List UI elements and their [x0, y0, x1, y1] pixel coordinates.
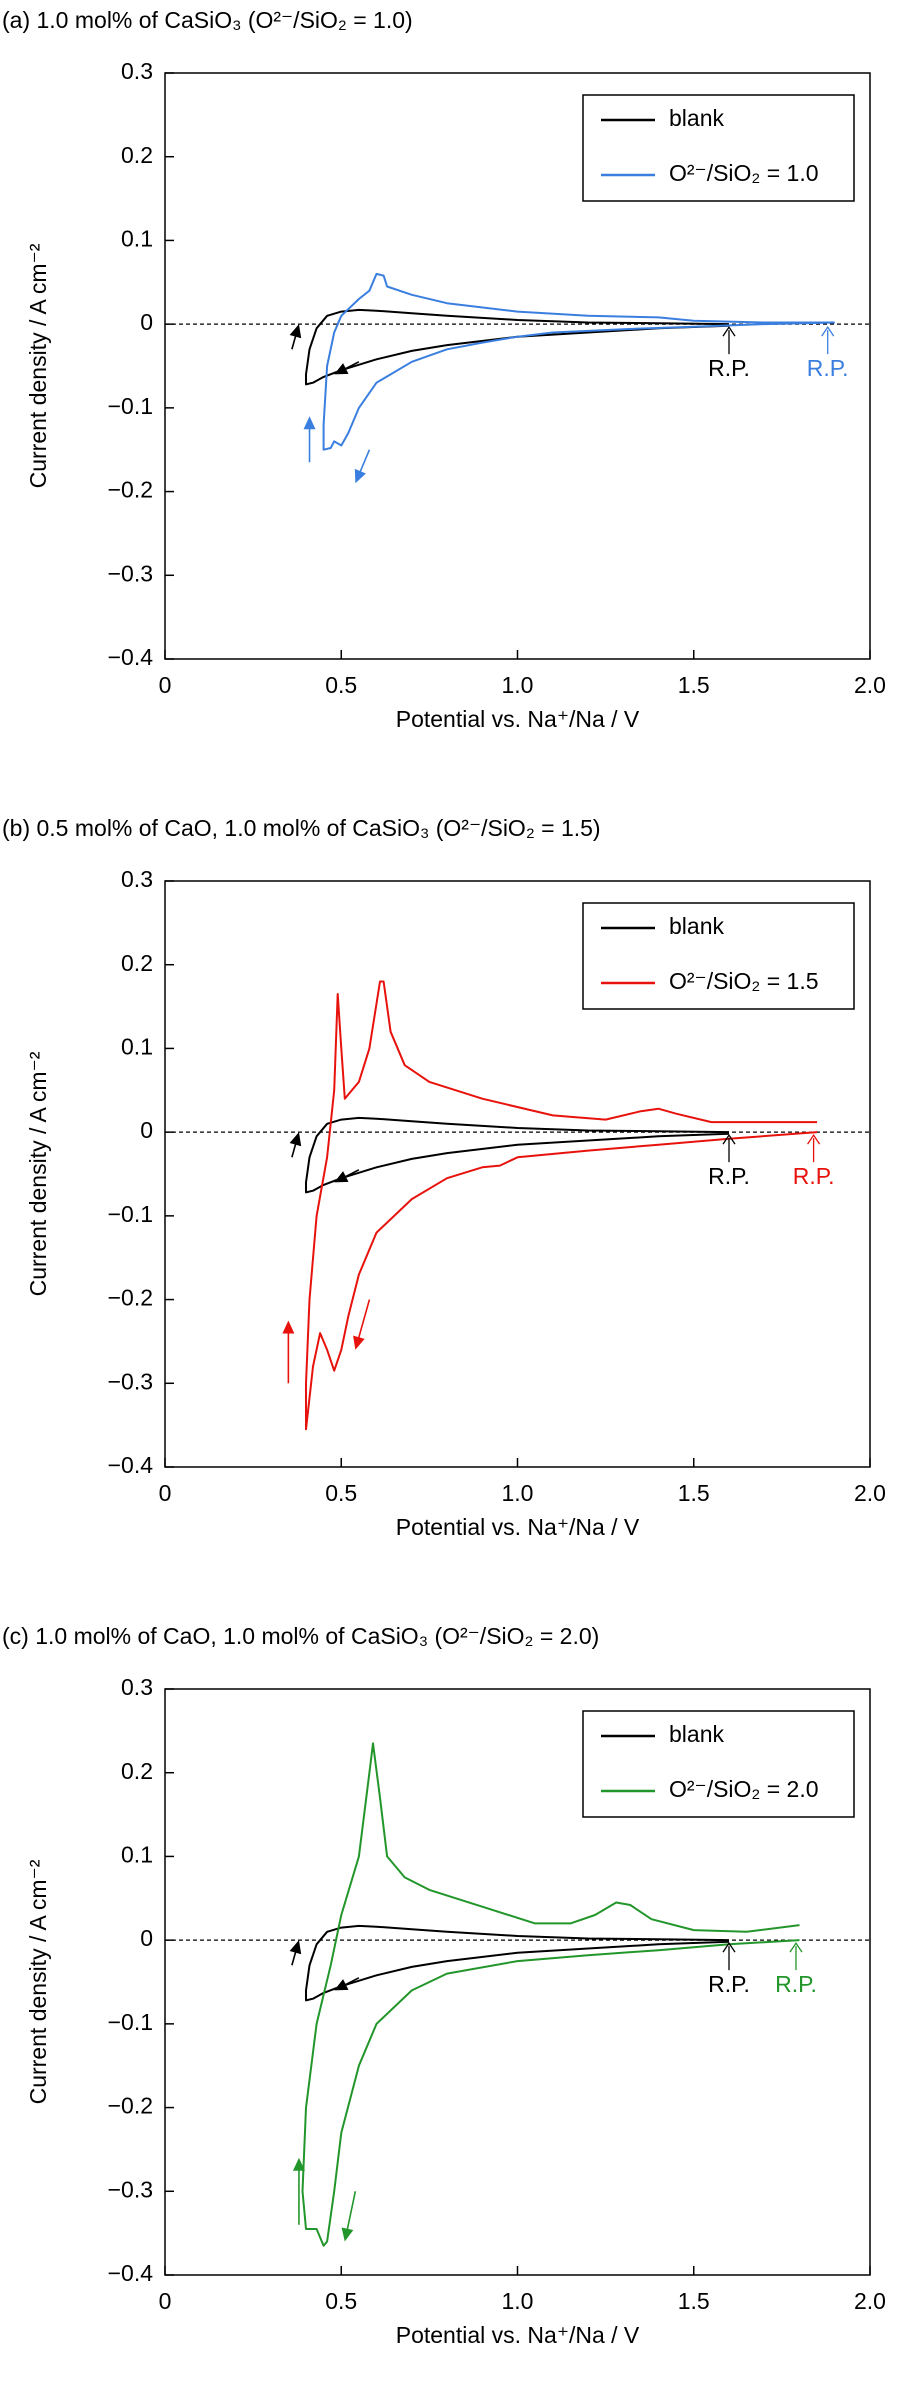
y-tick-label: −0.2: [108, 477, 153, 503]
panel: (c) 1.0 mol% of CaO, 1.0 mol% of CaSiO₃ …: [2, 1623, 886, 2348]
data-line: [305, 1924, 730, 2002]
y-tick-label: 0.2: [121, 950, 153, 976]
arrow-head: [289, 1132, 302, 1147]
y-tick-label: −0.4: [108, 2260, 154, 2286]
y-tick-label: 0.1: [121, 1034, 153, 1060]
x-tick-label: 0.5: [325, 672, 357, 698]
arrow-head: [334, 1171, 349, 1183]
legend-box: [582, 94, 855, 202]
y-tick-label: 0.1: [121, 226, 153, 252]
y-tick-label: 0.2: [121, 142, 153, 168]
legend-label: blank: [669, 1721, 724, 1747]
x-tick-label: 0: [159, 1480, 172, 1506]
x-tick-label: 1.5: [678, 1480, 710, 1506]
x-axis-label: Potential vs. Na⁺/Na / V: [396, 2322, 640, 2348]
x-tick-label: 2.0: [854, 1480, 886, 1506]
data-line: [305, 980, 818, 1431]
legend-label: blank: [669, 913, 724, 939]
arrow-head: [292, 2157, 305, 2171]
y-tick-label: 0.3: [121, 58, 153, 84]
x-tick-label: 2.0: [854, 2288, 886, 2314]
y-tick-label: 0: [140, 309, 153, 335]
x-tick-label: 1.5: [678, 2288, 710, 2314]
y-tick-label: 0.1: [121, 1842, 153, 1868]
data-line: [305, 1116, 730, 1194]
y-axis-label: Current density / A cm⁻²: [25, 1859, 51, 2104]
x-axis-label: Potential vs. Na⁺/Na / V: [396, 706, 640, 732]
data-line: [322, 272, 835, 451]
arrow-head: [289, 324, 302, 339]
x-tick-label: 0: [159, 672, 172, 698]
arrow-head: [341, 2227, 354, 2242]
x-tick-label: 0: [159, 2288, 172, 2314]
arrow-head: [334, 1979, 349, 1991]
legend-label: O²⁻/SiO₂ = 1.5: [669, 968, 819, 994]
y-axis-label: Current density / A cm⁻²: [25, 1051, 51, 1296]
y-tick-label: −0.4: [108, 1452, 154, 1478]
y-tick-label: −0.3: [108, 560, 153, 586]
x-tick-label: 0.5: [325, 2288, 357, 2314]
arrow-head: [303, 416, 316, 430]
rp-arrow-head: [722, 1941, 736, 1953]
y-tick-label: 0: [140, 1117, 153, 1143]
panel: (a) 1.0 mol% of CaSiO₃ (O²⁻/SiO₂ = 1.0) −…: [2, 7, 886, 732]
x-tick-label: 1.0: [502, 2288, 534, 2314]
rp-label: R.P.: [708, 1163, 750, 1189]
arrow-head: [354, 468, 366, 484]
y-tick-label: −0.1: [108, 393, 153, 419]
y-tick-label: −0.2: [108, 2093, 153, 2119]
x-tick-label: 1.0: [502, 672, 534, 698]
x-tick-label: 2.0: [854, 672, 886, 698]
arrow-shaft: [356, 1299, 371, 1343]
y-tick-label: −0.3: [108, 1368, 153, 1394]
arrow-head: [289, 1940, 302, 1955]
rp-arrow-head: [722, 1133, 736, 1145]
data-line: [305, 308, 730, 386]
panel-title: (c) 1.0 mol% of CaO, 1.0 mol% of CaSiO₃ …: [2, 1623, 599, 1649]
panel-title: (a) 1.0 mol% of CaSiO₃ (O²⁻/SiO₂ = 1.0): [2, 7, 413, 33]
x-tick-label: 1.5: [678, 672, 710, 698]
legend-label: O²⁻/SiO₂ = 2.0: [669, 1776, 819, 1802]
data-line: [301, 1742, 800, 2247]
arrow-head: [334, 363, 349, 375]
y-tick-label: −0.4: [108, 644, 154, 670]
y-tick-label: 0.2: [121, 1758, 153, 1784]
rp-label: R.P.: [807, 355, 849, 381]
y-tick-label: 0.3: [121, 1674, 153, 1700]
legend-box: [582, 902, 855, 1010]
rp-arrow-head: [807, 1133, 821, 1145]
legend-label: O²⁻/SiO₂ = 1.0: [669, 160, 819, 186]
rp-label: R.P.: [708, 1971, 750, 1997]
arrow-head: [282, 1320, 295, 1334]
rp-label: R.P.: [775, 1971, 817, 1997]
y-tick-label: −0.3: [108, 2176, 153, 2202]
rp-arrow-head: [789, 1941, 803, 1953]
y-tick-label: −0.1: [108, 2009, 153, 2035]
y-tick-label: 0: [140, 1925, 153, 1951]
rp-label: R.P.: [793, 1163, 835, 1189]
legend-box: [582, 1710, 855, 1818]
x-tick-label: 1.0: [502, 1480, 534, 1506]
panel: (b) 0.5 mol% of CaO, 1.0 mol% of CaSiO₃ …: [2, 815, 886, 1540]
arrow-head: [353, 1335, 365, 1350]
rp-arrow-head: [722, 325, 736, 337]
y-tick-label: 0.3: [121, 866, 153, 892]
rp-arrow-head: [821, 325, 835, 337]
arrow-shaft: [345, 2191, 357, 2235]
y-tick-label: −0.2: [108, 1285, 153, 1311]
legend-label: blank: [669, 105, 724, 131]
x-axis-label: Potential vs. Na⁺/Na / V: [396, 1514, 640, 1540]
rp-label: R.P.: [708, 355, 750, 381]
x-tick-label: 0.5: [325, 1480, 357, 1506]
y-tick-label: −0.1: [108, 1201, 153, 1227]
y-axis-label: Current density / A cm⁻²: [25, 243, 51, 488]
panel-title: (b) 0.5 mol% of CaO, 1.0 mol% of CaSiO₃ …: [2, 815, 601, 841]
